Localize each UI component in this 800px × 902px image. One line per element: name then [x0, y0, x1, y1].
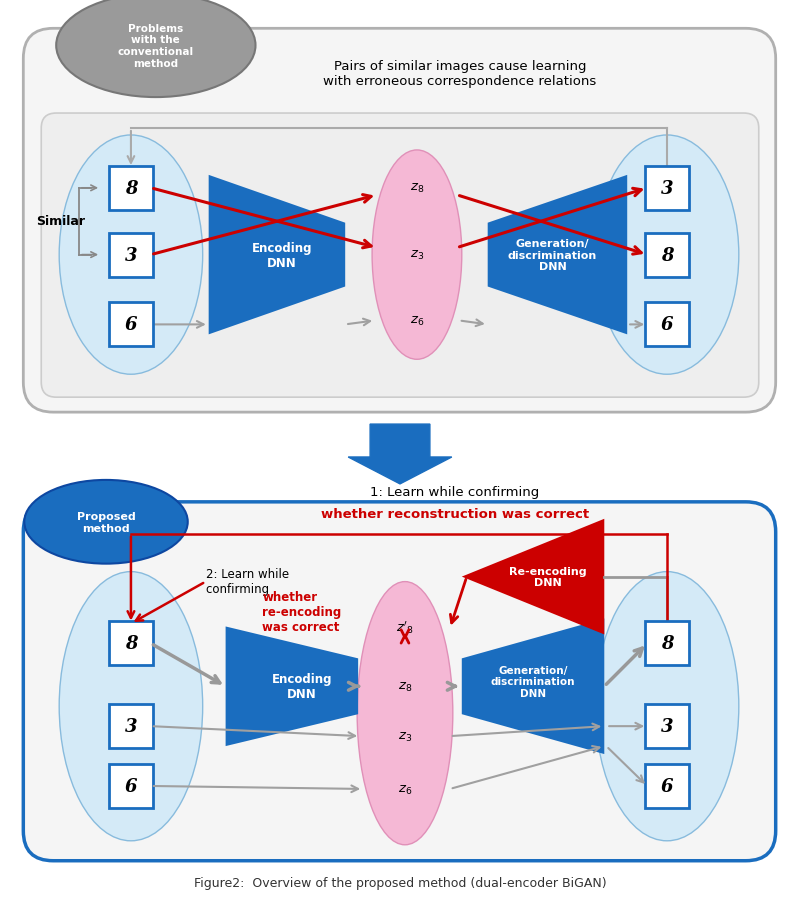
Text: 8: 8	[661, 635, 674, 653]
Text: Generation/
discrimination
DNN: Generation/ discrimination DNN	[490, 665, 575, 698]
Text: 2: Learn while
confirming: 2: Learn while confirming	[206, 567, 289, 595]
Polygon shape	[462, 619, 604, 754]
FancyBboxPatch shape	[109, 303, 153, 347]
FancyBboxPatch shape	[645, 621, 689, 666]
Text: Encoding
DNN: Encoding DNN	[252, 242, 312, 270]
Text: Figure2:  Overview of the proposed method (dual-encoder BiGAN): Figure2: Overview of the proposed method…	[194, 876, 606, 889]
Text: 8: 8	[125, 179, 137, 198]
Text: Problems
with the
conventional
method: Problems with the conventional method	[118, 23, 194, 69]
Text: 3: 3	[661, 717, 674, 735]
Polygon shape	[209, 176, 345, 335]
Text: $z_8$: $z_8$	[410, 182, 424, 195]
Text: 1: Learn while confirming: 1: Learn while confirming	[370, 486, 539, 499]
Ellipse shape	[59, 572, 202, 841]
Text: Similar: Similar	[36, 215, 86, 228]
Text: Proposed
method: Proposed method	[77, 511, 135, 533]
Ellipse shape	[595, 136, 739, 375]
Polygon shape	[226, 627, 358, 746]
Text: $z_3$: $z_3$	[410, 249, 424, 262]
Ellipse shape	[595, 572, 739, 841]
Text: Generation/
discrimination
DNN: Generation/ discrimination DNN	[508, 239, 597, 272]
FancyBboxPatch shape	[645, 234, 689, 277]
Text: 8: 8	[125, 635, 137, 653]
Polygon shape	[488, 176, 627, 335]
Text: 3: 3	[125, 246, 137, 264]
FancyBboxPatch shape	[109, 234, 153, 277]
FancyBboxPatch shape	[109, 764, 153, 808]
Text: 6: 6	[125, 778, 137, 795]
FancyBboxPatch shape	[109, 704, 153, 749]
Ellipse shape	[24, 481, 188, 564]
Text: 3: 3	[661, 179, 674, 198]
Text: $z_8$: $z_8$	[398, 680, 412, 693]
FancyBboxPatch shape	[645, 764, 689, 808]
Text: $z_6$: $z_6$	[398, 783, 412, 796]
FancyBboxPatch shape	[645, 303, 689, 347]
Text: $z_6$: $z_6$	[410, 315, 424, 327]
Text: $z_3$: $z_3$	[398, 730, 412, 743]
FancyBboxPatch shape	[109, 621, 153, 666]
Text: Re-encoding
DNN: Re-encoding DNN	[509, 566, 586, 588]
Text: 8: 8	[661, 246, 674, 264]
Text: 3: 3	[125, 717, 137, 735]
FancyBboxPatch shape	[645, 704, 689, 749]
Polygon shape	[348, 425, 452, 484]
Text: $z'_8$: $z'_8$	[396, 619, 414, 635]
Text: whether
re-encoding
was correct: whether re-encoding was correct	[262, 590, 342, 633]
Polygon shape	[462, 520, 604, 635]
Ellipse shape	[357, 582, 453, 845]
FancyBboxPatch shape	[23, 502, 776, 861]
Text: Encoding
DNN: Encoding DNN	[271, 673, 332, 701]
Text: 6: 6	[661, 778, 674, 795]
Text: Pairs of similar images cause learning
with erroneous correspondence relations: Pairs of similar images cause learning w…	[323, 60, 597, 88]
Ellipse shape	[56, 0, 255, 98]
Text: whether reconstruction was correct: whether reconstruction was correct	[321, 508, 589, 520]
Ellipse shape	[59, 136, 202, 375]
FancyBboxPatch shape	[109, 167, 153, 210]
FancyBboxPatch shape	[23, 29, 776, 412]
Ellipse shape	[372, 151, 462, 360]
FancyBboxPatch shape	[42, 114, 758, 398]
Text: 6: 6	[125, 316, 137, 334]
FancyBboxPatch shape	[645, 167, 689, 210]
Text: 6: 6	[661, 316, 674, 334]
